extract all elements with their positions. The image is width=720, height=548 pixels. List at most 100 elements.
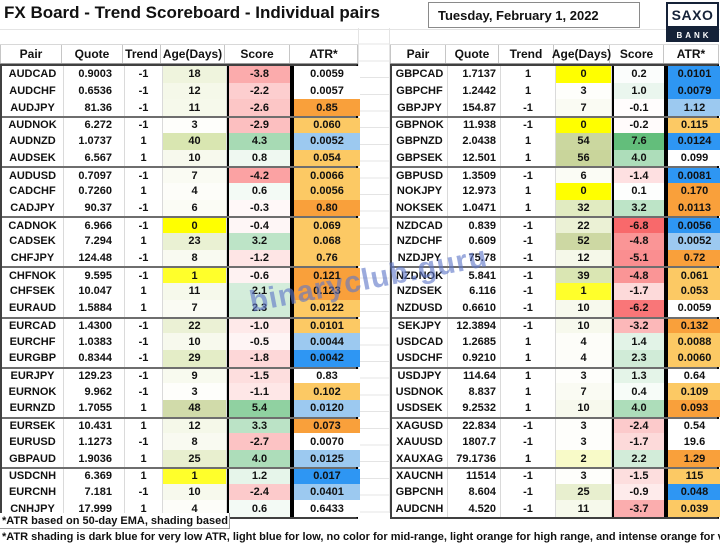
- score-cell[interactable]: -3.7: [612, 500, 666, 517]
- pair-cell[interactable]: AUDJPY: [2, 99, 64, 117]
- pair-cell[interactable]: NZDUSD: [392, 299, 448, 317]
- pair-cell[interactable]: EURSEK: [2, 418, 64, 434]
- pair-cell[interactable]: EURGBP: [2, 349, 64, 367]
- score-cell[interactable]: 7.6: [612, 132, 666, 150]
- quote-cell[interactable]: 129.23: [64, 368, 125, 384]
- atr-cell[interactable]: 0.102: [292, 383, 360, 401]
- age-cell[interactable]: 10: [163, 333, 227, 350]
- score-cell[interactable]: -2.9: [227, 118, 292, 133]
- quote-cell[interactable]: 17.999: [64, 500, 125, 517]
- atr-cell[interactable]: 0.099: [666, 149, 720, 167]
- trend-cell[interactable]: -1: [501, 418, 556, 434]
- column-header[interactable]: Age(Days): [551, 45, 612, 63]
- quote-cell[interactable]: 1.2442: [448, 82, 501, 100]
- pair-cell[interactable]: USDNOK: [392, 383, 448, 401]
- pair-cell[interactable]: NZDSEK: [392, 283, 448, 300]
- quote-cell[interactable]: 6.272: [64, 118, 125, 133]
- age-cell[interactable]: 12: [556, 249, 612, 267]
- column-header[interactable]: ATR*: [290, 45, 358, 63]
- trend-cell[interactable]: -1: [501, 118, 556, 133]
- trend-cell[interactable]: -1: [125, 483, 163, 501]
- atr-cell[interactable]: 0.0122: [292, 299, 360, 317]
- atr-cell[interactable]: 0.132: [666, 318, 720, 334]
- pair-cell[interactable]: GBPCHF: [392, 82, 448, 100]
- atr-cell[interactable]: 0.54: [666, 418, 720, 434]
- trend-cell[interactable]: -1: [125, 66, 163, 83]
- pair-cell[interactable]: CADNOK: [2, 218, 64, 234]
- trend-cell[interactable]: -1: [125, 199, 163, 217]
- quote-cell[interactable]: 0.6610: [448, 299, 501, 317]
- age-cell[interactable]: 9: [163, 368, 227, 384]
- atr-cell[interactable]: 0.073: [292, 418, 360, 434]
- atr-cell[interactable]: 0.0101: [292, 318, 360, 334]
- trend-cell[interactable]: 1: [501, 349, 556, 367]
- atr-cell[interactable]: 0.0052: [292, 132, 360, 150]
- score-cell[interactable]: -3.2: [612, 318, 666, 334]
- score-cell[interactable]: -6.8: [612, 218, 666, 234]
- pair-cell[interactable]: EURCHF: [2, 333, 64, 350]
- pair-cell[interactable]: AUDSEK: [2, 149, 64, 167]
- pair-cell[interactable]: GBPNZD: [392, 132, 448, 150]
- trend-cell[interactable]: -1: [501, 218, 556, 234]
- quote-cell[interactable]: 1.0737: [64, 132, 125, 150]
- trend-cell[interactable]: 1: [125, 450, 163, 467]
- score-cell[interactable]: -0.3: [227, 199, 292, 217]
- quote-cell[interactable]: 75.78: [448, 249, 501, 267]
- quote-cell[interactable]: 10.047: [64, 283, 125, 300]
- quote-cell[interactable]: 2.0438: [448, 132, 501, 150]
- age-cell[interactable]: 10: [163, 149, 227, 167]
- quote-cell[interactable]: 12.3894: [448, 318, 501, 334]
- pair-cell[interactable]: EURCAD: [2, 318, 64, 334]
- atr-cell[interactable]: 0.83: [292, 368, 360, 384]
- pair-cell[interactable]: USDCAD: [392, 333, 448, 350]
- quote-cell[interactable]: 11514: [448, 468, 501, 484]
- age-cell[interactable]: 22: [163, 318, 227, 334]
- quote-cell[interactable]: 10.431: [64, 418, 125, 434]
- trend-cell[interactable]: 1: [125, 233, 163, 250]
- trend-cell[interactable]: 1: [125, 299, 163, 317]
- column-header[interactable]: Age(Days): [161, 45, 225, 63]
- atr-cell[interactable]: 115: [666, 468, 720, 484]
- pair-cell[interactable]: XAUCNH: [392, 468, 448, 484]
- score-cell[interactable]: 2.3: [612, 349, 666, 367]
- atr-cell[interactable]: 0.72: [666, 249, 720, 267]
- age-cell[interactable]: 12: [163, 418, 227, 434]
- trend-cell[interactable]: -1: [125, 433, 163, 451]
- atr-cell[interactable]: 0.0081: [666, 168, 720, 183]
- score-cell[interactable]: -1.5: [227, 368, 292, 384]
- trend-cell[interactable]: 1: [501, 182, 556, 200]
- age-cell[interactable]: 1: [163, 268, 227, 284]
- age-cell[interactable]: 25: [556, 483, 612, 501]
- trend-cell[interactable]: -1: [501, 468, 556, 484]
- column-header[interactable]: Trend: [499, 45, 554, 63]
- quote-cell[interactable]: 1.2685: [448, 333, 501, 350]
- score-cell[interactable]: 0.4: [612, 383, 666, 401]
- age-cell[interactable]: 22: [556, 218, 612, 234]
- age-cell[interactable]: 2: [556, 450, 612, 467]
- pair-cell[interactable]: CHFSEK: [2, 283, 64, 300]
- atr-cell[interactable]: 0.068: [292, 233, 360, 250]
- age-cell[interactable]: 52: [556, 233, 612, 250]
- column-header[interactable]: Pair: [390, 45, 446, 63]
- trend-cell[interactable]: -1: [125, 333, 163, 350]
- trend-cell[interactable]: -1: [501, 99, 556, 117]
- age-cell[interactable]: 18: [163, 66, 227, 83]
- atr-cell[interactable]: 0.017: [292, 468, 360, 484]
- atr-cell[interactable]: 0.0070: [292, 433, 360, 451]
- score-cell[interactable]: 1.4: [612, 333, 666, 350]
- score-cell[interactable]: -1.5: [612, 468, 666, 484]
- atr-cell[interactable]: 0.0059: [666, 299, 720, 317]
- trend-cell[interactable]: 1: [501, 149, 556, 167]
- atr-cell[interactable]: 0.123: [292, 283, 360, 300]
- atr-cell[interactable]: 0.0044: [292, 333, 360, 350]
- age-cell[interactable]: 4: [556, 333, 612, 350]
- quote-cell[interactable]: 1807.7: [448, 433, 501, 451]
- age-cell[interactable]: 0: [556, 66, 612, 83]
- pair-cell[interactable]: EURAUD: [2, 299, 64, 317]
- pair-cell[interactable]: AUDCHF: [2, 82, 64, 100]
- atr-cell[interactable]: 0.0079: [666, 82, 720, 100]
- quote-cell[interactable]: 5.841: [448, 268, 501, 284]
- trend-cell[interactable]: 1: [501, 383, 556, 401]
- quote-cell[interactable]: 1.7137: [448, 66, 501, 83]
- age-cell[interactable]: 23: [163, 233, 227, 250]
